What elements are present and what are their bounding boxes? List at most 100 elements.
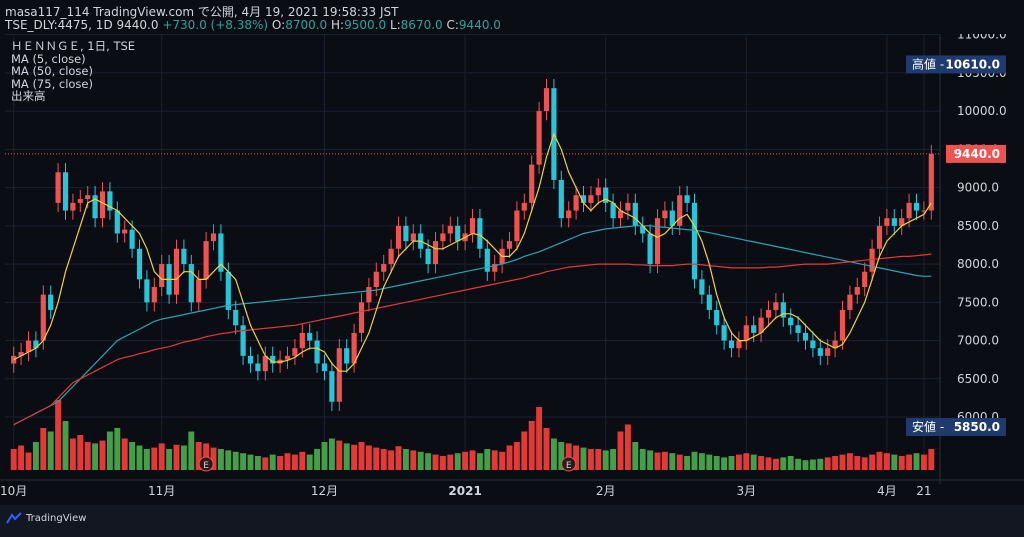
candle-body — [825, 348, 831, 356]
volume-bar — [846, 453, 853, 470]
volume-bar — [69, 438, 76, 470]
volume-bar — [365, 445, 372, 470]
candle-body — [595, 187, 601, 196]
volume-bar — [920, 454, 927, 470]
candle-body — [721, 325, 727, 341]
high-label: H: — [331, 18, 345, 32]
tradingview-brand[interactable]: TradingView — [6, 512, 86, 524]
candle-body — [891, 218, 897, 226]
volume-bar — [195, 442, 202, 470]
candle-body — [773, 302, 779, 310]
volume-bar — [536, 407, 543, 470]
volume-bar — [513, 442, 520, 470]
volume-bar — [913, 453, 920, 470]
x-tick-label: 21 — [916, 484, 931, 498]
candle-body — [218, 233, 224, 272]
volume-bar — [114, 428, 121, 470]
volume-bar — [395, 446, 402, 470]
candle-body — [469, 218, 476, 234]
volume-bar — [898, 456, 905, 470]
volume-bar — [580, 447, 587, 470]
candle-body — [921, 210, 927, 212]
volume-bar — [765, 457, 772, 470]
volume-bar — [528, 421, 535, 470]
volume-bar — [550, 438, 557, 470]
volume-bar — [669, 453, 676, 470]
volume-bar — [84, 442, 91, 470]
price-chart[interactable]: 6000.06500.07000.07500.08000.08500.09000… — [0, 34, 1024, 505]
y-tick-label: 7500.0 — [957, 295, 999, 309]
volume-bar — [32, 442, 39, 470]
volume-bar — [499, 451, 506, 470]
legend-title[interactable]: ＨＥＮＮＧＥ, 1日, TSE — [11, 39, 136, 53]
candle-body — [388, 248, 394, 265]
volume-bar — [869, 454, 876, 470]
candle-body — [210, 233, 217, 242]
candle-body — [691, 202, 698, 280]
volume-bar — [587, 449, 594, 470]
earnings-marker-label: E — [203, 461, 209, 471]
legend-ma75[interactable]: MA (75, close) — [11, 76, 93, 91]
candle-body — [447, 225, 453, 234]
candle-body — [751, 325, 757, 333]
volume-bar — [151, 447, 158, 470]
volume-bar — [654, 452, 661, 470]
volume-bar — [425, 453, 432, 470]
candle-body — [588, 195, 594, 203]
candle-body — [366, 287, 372, 303]
volume-bar — [402, 449, 409, 470]
legend-volume[interactable]: 出来高 — [11, 89, 46, 103]
volume-bar — [55, 400, 62, 470]
candle-body — [247, 355, 254, 364]
candle-body — [758, 317, 764, 333]
volume-bar — [99, 440, 106, 470]
volume-bar — [143, 449, 150, 470]
volume-bar — [262, 457, 269, 470]
volume-bar — [698, 453, 705, 470]
volume-bar — [277, 456, 284, 470]
volume-bar — [824, 457, 831, 470]
candle-body — [913, 202, 920, 211]
candle-body — [314, 340, 320, 364]
legend-ma5[interactable]: MA (5, close) — [11, 51, 86, 66]
volume-bar — [299, 451, 306, 470]
candle-body — [795, 325, 801, 333]
candle-body — [906, 202, 912, 219]
volume-bar — [306, 454, 313, 470]
candle-body — [640, 225, 646, 234]
volume-bar — [506, 445, 513, 470]
header-bar: masa117_114 TradingView.com で公開, 4月 19, … — [0, 0, 1024, 34]
x-tick-label: 2月 — [596, 484, 616, 498]
legend-ma50[interactable]: MA (50, close) — [11, 64, 93, 78]
volume-bar — [861, 457, 868, 470]
candle-body — [610, 202, 616, 219]
volume-bar — [832, 456, 839, 470]
candle-body — [847, 294, 853, 310]
volume-bar — [254, 456, 261, 470]
volume-bar — [439, 456, 446, 470]
x-tick-label: 2021 — [448, 484, 481, 498]
candle-body — [876, 225, 883, 249]
volume-bar — [328, 438, 335, 470]
candle-body — [425, 248, 431, 265]
candle-body — [484, 248, 490, 272]
volume-bar — [928, 449, 935, 470]
candle-body — [62, 172, 69, 211]
candle-body — [899, 218, 905, 226]
tradingview-logo-icon — [6, 512, 22, 524]
volume-bar — [854, 456, 861, 470]
open-label: O: — [271, 18, 286, 32]
volume-bar — [240, 453, 247, 470]
candle-body — [292, 348, 298, 356]
low-price-tag: 5850.0 安値 - — [906, 417, 1006, 436]
candle-body — [677, 195, 683, 226]
candle-body — [410, 233, 416, 242]
close-label: C: — [446, 18, 459, 32]
candle-body — [869, 248, 875, 272]
volume-bar — [795, 458, 802, 470]
candle-body — [706, 294, 712, 310]
candle-body — [25, 340, 32, 353]
earnings-marker — [561, 456, 577, 472]
candle-body — [521, 202, 527, 211]
volume-bar — [750, 454, 757, 470]
